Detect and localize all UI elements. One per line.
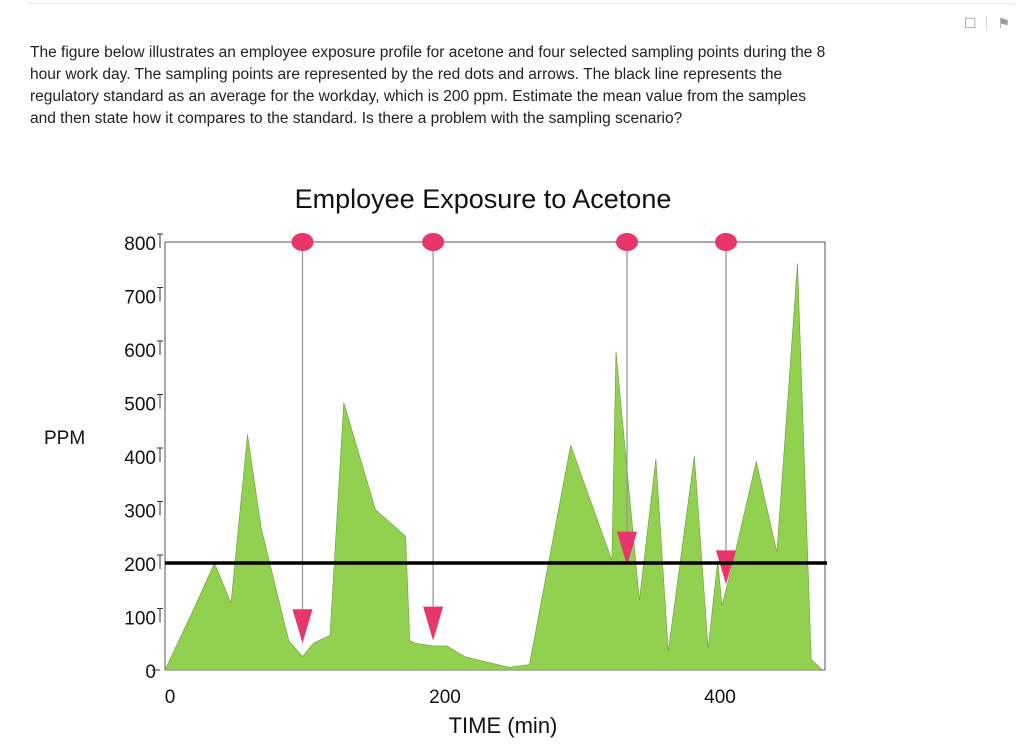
y-axis-label: PPM [44, 428, 85, 449]
toolbar-divider [986, 16, 988, 30]
flag-icon[interactable]: ⚑ [997, 15, 1010, 31]
sampling-dot [616, 233, 638, 251]
x-tick-label: 200 [429, 687, 461, 708]
sampling-arrow [716, 550, 736, 585]
x-axis-label: TIME (min) [449, 713, 558, 738]
chart-title: Employee Exposure to Acetone [295, 184, 672, 214]
y-tick-label: 700 [124, 288, 156, 309]
x-tick-label: 0 [165, 687, 176, 708]
y-tick-label: 500 [124, 395, 156, 416]
exposure-area [164, 263, 823, 671]
sampling-dot [422, 233, 445, 251]
question-text: The figure below illustrates an employee… [30, 44, 826, 127]
sampling-arrow [423, 606, 444, 641]
top-divider [28, 3, 1014, 4]
sampling-dot [291, 233, 314, 251]
question-toolbar: ☐ ⚑ [964, 16, 1010, 30]
y-tick-label: 800 [124, 234, 156, 255]
y-tick-label: 0 [145, 662, 156, 683]
y-tick-label: 100 [124, 609, 156, 630]
x-tick-label: 400 [704, 687, 736, 708]
y-tick-label: 200 [124, 555, 156, 576]
sampling-arrow [292, 609, 313, 644]
exposure-chart: Employee Exposure to Acetone 0 100 200 300 40… [44, 184, 827, 738]
bookmark-icon[interactable]: ☐ [963, 15, 977, 31]
y-tick-label: 300 [124, 502, 156, 523]
y-tick-label: 600 [124, 341, 156, 362]
sampling-dot [715, 233, 737, 251]
y-tick-label: 400 [124, 448, 156, 469]
sampling-arrow [617, 531, 637, 566]
